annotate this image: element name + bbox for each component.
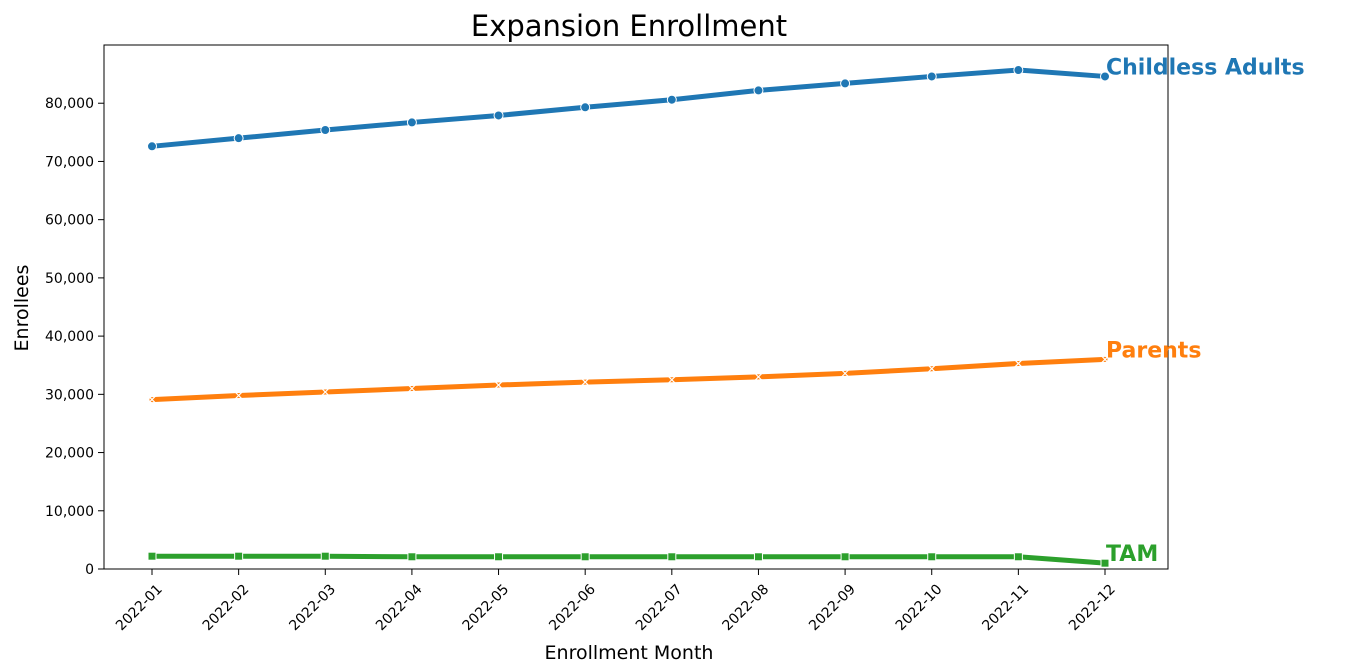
plot-area: 0 10,000 20,000 30,000 40,000 50,000 60,000 70,… (45, 44, 1305, 634)
data-point-childless-adults (1013, 65, 1024, 76)
x-tick-label: 2022-05 (460, 581, 513, 634)
y-tick-label: 20,000 (45, 446, 94, 462)
data-point-parents (148, 395, 156, 404)
y-tick-label: 60,000 (45, 213, 94, 229)
y-tick-label: 10,000 (45, 504, 94, 520)
data-point-parents (581, 378, 590, 387)
x-tick-label: 2022-09 (806, 581, 859, 634)
x-tick-label: 2022-04 (373, 581, 426, 634)
series-line-tam (149, 553, 1108, 566)
x-tick-label: 2022-01 (113, 581, 166, 634)
x-tick-label: 2022-10 (893, 581, 946, 634)
data-point-parents (841, 369, 850, 378)
data-point-childless-adults (320, 125, 331, 136)
data-point-tam (927, 552, 937, 562)
data-point-childless-adults (493, 110, 504, 121)
data-point-parents (927, 364, 936, 373)
data-point-parents (1101, 355, 1109, 364)
x-tick-label: 2022-07 (633, 581, 686, 634)
data-point-tam (1013, 552, 1023, 562)
data-point-childless-adults (147, 141, 157, 152)
x-tick-label: 2022-06 (546, 581, 599, 634)
y-tick-label: 50,000 (45, 271, 94, 287)
data-point-tam (667, 552, 677, 562)
data-point-tam (494, 552, 504, 562)
series-line-childless-adults (149, 67, 1108, 149)
x-tick-label: 2022-03 (286, 581, 339, 634)
data-point-parents (1014, 359, 1023, 368)
x-tick-label: 2022-02 (200, 581, 253, 634)
data-point-childless-adults (840, 78, 851, 89)
data-point-childless-adults (753, 85, 764, 96)
data-point-tam (234, 551, 244, 561)
y-tick-label: 40,000 (45, 329, 94, 345)
series-label-tam: TAM (1106, 542, 1158, 567)
data-point-childless-adults (666, 94, 677, 105)
data-point-parents (754, 372, 763, 381)
y-tick-label: 70,000 (45, 154, 94, 170)
chart-title: Expansion Enrollment (471, 9, 787, 43)
y-axis-label: Enrollees (11, 265, 33, 352)
series-label-childless-adults: Childless Adults (1106, 55, 1305, 80)
data-point-childless-adults (1100, 71, 1110, 82)
series-line-parents (149, 356, 1108, 403)
x-axis-label: Enrollment Month (545, 642, 714, 664)
data-point-parents (407, 384, 416, 393)
data-point-tam (147, 551, 157, 561)
data-point-parents (321, 388, 330, 396)
y-tick-label: 0 (85, 562, 94, 578)
x-tick-label: 2022-11 (979, 581, 1032, 634)
data-point-tam (407, 552, 417, 562)
x-tick-label: 2022-12 (1066, 581, 1119, 634)
y-tick-label: 30,000 (45, 387, 94, 403)
data-point-parents (494, 381, 503, 389)
plot-frame (103, 44, 1169, 570)
data-point-tam (840, 552, 850, 562)
data-point-tam (753, 552, 763, 562)
x-tick-label: 2022-08 (720, 581, 773, 634)
data-point-tam (580, 552, 590, 562)
y-tick-label: 80,000 (45, 96, 94, 112)
data-point-childless-adults (926, 71, 937, 82)
data-point-childless-adults (233, 133, 244, 144)
data-point-tam (1100, 558, 1110, 568)
data-point-parents (667, 375, 676, 384)
data-point-childless-adults (406, 117, 417, 128)
series-label-parents: Parents (1106, 338, 1201, 363)
data-point-parents (234, 391, 243, 400)
data-point-tam (320, 551, 330, 561)
data-point-childless-adults (580, 102, 591, 113)
